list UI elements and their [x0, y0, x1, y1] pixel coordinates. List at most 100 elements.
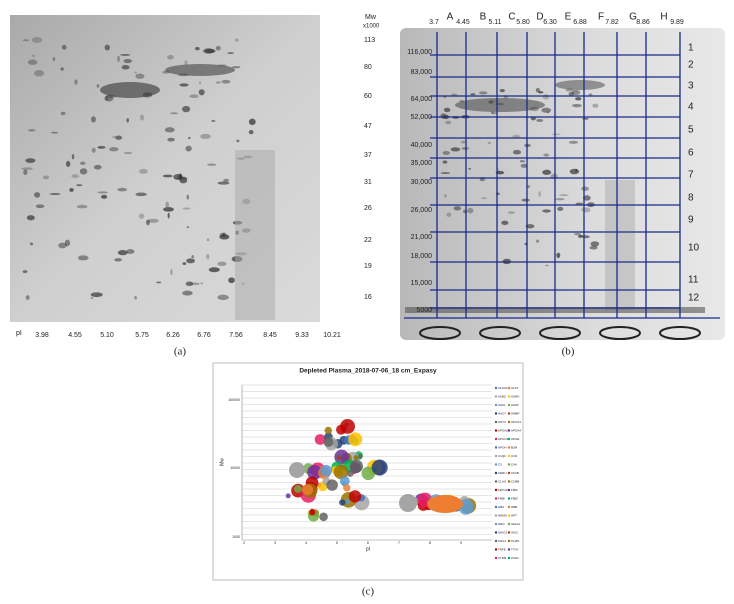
- gel-spot: [162, 174, 173, 178]
- gel-spot: [520, 163, 528, 168]
- gel-spots-a: [21, 37, 275, 320]
- bubble: [346, 470, 354, 477]
- legend-label: A1BG: [498, 394, 507, 398]
- gel-spot: [182, 290, 193, 296]
- bubble: [333, 464, 349, 480]
- bubble-plot: A1AG1 A1AT A1BG A2MG A2GL A2AP AACT AMBP ANT3 APO…: [241, 384, 521, 560]
- x-axis-label: pI: [366, 546, 370, 552]
- y-tick-label: 15,000: [411, 280, 433, 287]
- y-tick-label: 22: [364, 237, 372, 244]
- gel-spot: [115, 135, 123, 140]
- gel-spot: [112, 136, 116, 138]
- gel-spot: [569, 168, 580, 175]
- gel-spot: [446, 212, 452, 217]
- gel-spot: [521, 198, 530, 202]
- legend-swatch: [507, 395, 511, 398]
- gel-spot: [487, 142, 492, 144]
- y-tick-label: 21,000: [411, 234, 433, 241]
- legend-label: AACT: [498, 411, 506, 415]
- gel-spot: [228, 277, 235, 284]
- legend-label: A1AT: [511, 386, 518, 390]
- gel-spot: [117, 250, 128, 256]
- gel-spot: [538, 191, 541, 197]
- legend-label: ANT3: [498, 420, 506, 424]
- legend-label: APOA4: [511, 428, 521, 432]
- legend-swatch: [494, 403, 498, 407]
- column-label: B: [480, 12, 487, 23]
- gel-spot: [97, 145, 106, 149]
- legend-label: IGKC: [511, 530, 519, 534]
- gel-spot: [462, 209, 468, 214]
- gel-spot: [217, 181, 230, 185]
- gel-spot: [501, 220, 509, 225]
- bubble: [326, 479, 338, 491]
- gel-spot: [248, 130, 254, 135]
- bubble: [348, 490, 362, 503]
- y-tick-label: 26,000: [411, 207, 433, 214]
- legend-swatch: [494, 420, 498, 424]
- gel-spot: [104, 96, 109, 101]
- gel-spot: [588, 93, 593, 96]
- gel-spot: [91, 147, 96, 153]
- gel-spot: [22, 39, 30, 42]
- gel-spot: [223, 178, 230, 183]
- gel-spot: [74, 79, 78, 85]
- gel-spot: [538, 91, 544, 94]
- gel-spot: [542, 209, 551, 213]
- row-label: 11: [688, 275, 699, 286]
- x-tick-label: 5.11: [488, 19, 501, 26]
- gel-spot: [27, 59, 38, 65]
- y-tick-label: 80: [364, 64, 372, 71]
- gel-spot: [25, 158, 36, 163]
- gel-spot: [512, 134, 521, 139]
- gel-spot: [206, 238, 210, 242]
- gel-spot: [470, 93, 476, 96]
- gel-spot: [555, 80, 605, 90]
- gel-spot: [61, 44, 67, 50]
- bubble: [319, 512, 328, 522]
- gel-spot: [60, 111, 66, 116]
- gel-spot: [49, 193, 61, 195]
- gel-well: [599, 326, 641, 340]
- gel-spot: [527, 185, 530, 189]
- legend-swatch: [507, 480, 511, 483]
- y-tick-label: 26: [364, 205, 372, 212]
- gel-spot: [200, 133, 211, 139]
- row-label: 7: [688, 170, 694, 181]
- bubble: [343, 484, 351, 492]
- column-label: H: [660, 12, 667, 23]
- legend-label: APOC3: [498, 437, 509, 441]
- gel-spot: [43, 175, 50, 180]
- bubble: [344, 499, 350, 504]
- column-label: D: [536, 12, 543, 23]
- bubble: [301, 484, 314, 496]
- gel-streak: [605, 180, 635, 310]
- bubble: [320, 464, 333, 477]
- gel-spot: [191, 255, 195, 259]
- x-tick-label: 6.30: [543, 19, 557, 26]
- gel-spot: [541, 107, 552, 113]
- bubble: [348, 432, 363, 447]
- bubble: [399, 494, 417, 512]
- gel-spot: [460, 140, 467, 144]
- bubble: [324, 426, 332, 435]
- legend-swatch: [494, 395, 498, 398]
- gel-spot: [126, 249, 135, 254]
- x-tick-label: 4: [305, 541, 307, 545]
- gel-spot: [575, 97, 582, 101]
- gel-spot: [21, 167, 33, 170]
- gel-spot: [71, 174, 80, 179]
- x-tick-label: 5.80: [516, 19, 530, 26]
- column-label: F: [598, 12, 604, 23]
- legend-label: B2M: [511, 445, 518, 449]
- gel-spot: [582, 195, 591, 201]
- gel-spot: [96, 84, 100, 88]
- bubble: [323, 436, 334, 447]
- gel-spot: [58, 242, 67, 249]
- gel-spot: [186, 194, 190, 200]
- bubble: [361, 466, 376, 481]
- gel-spot: [581, 235, 590, 239]
- panel-label: (c): [362, 586, 375, 598]
- legend-swatch: [507, 454, 511, 458]
- gel-spot: [123, 151, 133, 155]
